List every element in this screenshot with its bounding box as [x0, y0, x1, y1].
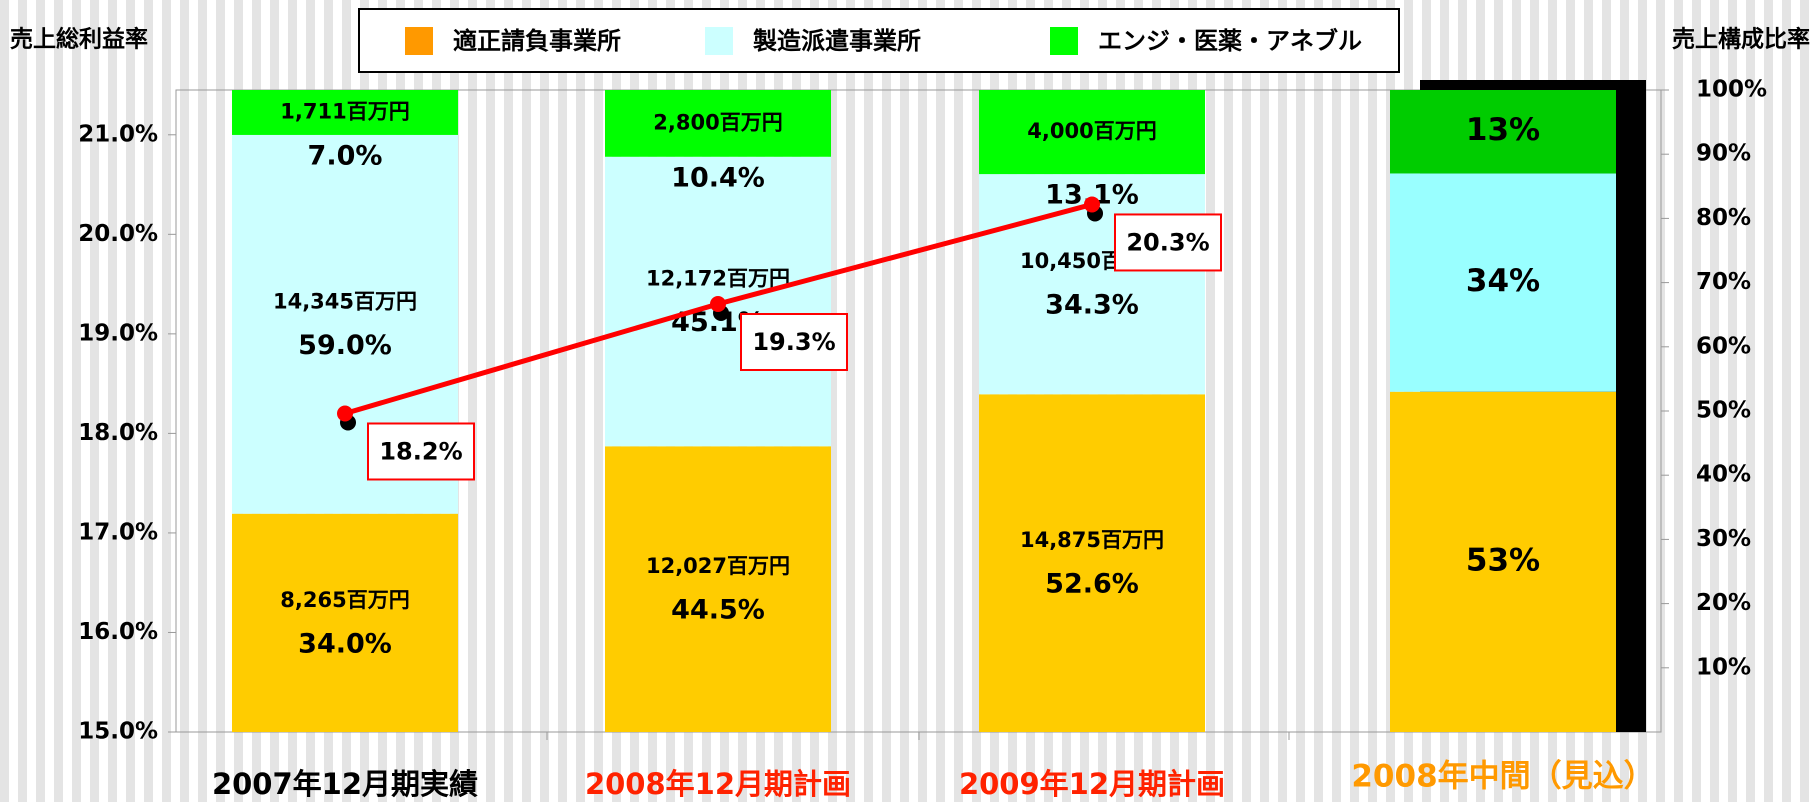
value-label: 44.5% — [671, 595, 765, 626]
bar-segment — [979, 90, 1205, 175]
y2-tick-label: 30% — [1696, 526, 1751, 552]
y2-tick-label: 40% — [1696, 462, 1751, 488]
y2-tick-label: 70% — [1696, 269, 1751, 295]
bar-segment — [1390, 173, 1616, 392]
amount-label: 14,875百万円 — [1020, 528, 1164, 552]
amount-label: 14,345百万円 — [273, 289, 417, 313]
value-label: 52.6% — [1045, 569, 1139, 600]
line-value-label: 20.3% — [1126, 228, 1209, 256]
value-label: 59.0% — [298, 330, 392, 361]
y-tick-label: 20.0% — [78, 221, 158, 247]
y2-tick-label: 20% — [1696, 590, 1751, 616]
bar-segment — [605, 446, 831, 732]
amount-label: 8,265百万円 — [280, 588, 409, 612]
y-tick-label: 21.0% — [78, 121, 158, 147]
marker — [710, 296, 726, 312]
marker — [337, 405, 353, 422]
y-tick-label: 18.0% — [78, 420, 158, 446]
x-tick-label: 2008年12月期計画 — [585, 767, 851, 801]
y2-tick-label: 100% — [1696, 77, 1767, 103]
y2-tick-label: 50% — [1696, 398, 1751, 424]
legend-swatch — [405, 27, 433, 55]
line-value-label: 18.2% — [379, 437, 462, 465]
value-label: 34.3% — [1045, 290, 1139, 321]
bar-segment — [232, 90, 458, 135]
amount-label: 1,711百万円 — [280, 99, 409, 123]
value-label: 34.0% — [298, 628, 392, 659]
amount-label: 4,000百万円 — [1027, 119, 1156, 143]
y-tick-label: 16.0% — [78, 619, 158, 645]
bar-segment — [979, 394, 1205, 732]
bar-segment — [232, 513, 458, 732]
value-label: 7.0% — [308, 140, 383, 171]
legend-swatch — [1050, 27, 1078, 55]
x-tick-label: 2008年中間（見込） — [1351, 759, 1654, 795]
bar-segment — [1390, 391, 1616, 732]
y-tick-label: 19.0% — [78, 320, 158, 346]
y2-tick-label: 80% — [1696, 205, 1751, 231]
y2-tick-label: 60% — [1696, 333, 1751, 359]
y2-axis-title: 売上構成比率 — [1672, 26, 1810, 53]
value-label: 13% — [1466, 112, 1540, 148]
bar-segment — [605, 90, 831, 157]
legend-label: 適正請負事業所 — [453, 27, 621, 55]
bar-segment — [1390, 90, 1616, 174]
x-tick-label: 2009年12月期計画 — [959, 767, 1225, 801]
legend-label: エンジ・医薬・アネブル — [1098, 27, 1362, 55]
y-tick-label: 17.0% — [78, 519, 158, 545]
line-value-label: 19.3% — [752, 328, 835, 356]
y-axis-title: 売上総利益率 — [10, 26, 148, 53]
legend-label: 製造派遣事業所 — [753, 27, 921, 55]
amount-label: 12,027百万円 — [646, 554, 790, 578]
value-box — [367, 422, 475, 481]
value-box — [1114, 213, 1222, 272]
value-label: 53% — [1466, 542, 1540, 578]
value-label: 10.4% — [671, 162, 765, 193]
marker — [1084, 196, 1100, 213]
y-tick-label: 15.0% — [78, 719, 158, 745]
y2-tick-label: 90% — [1696, 141, 1751, 167]
y2-tick-label: 10% — [1696, 654, 1751, 680]
legend-box — [358, 8, 1400, 73]
value-box — [740, 313, 848, 371]
amount-label: 12,172百万円 — [646, 267, 790, 291]
legend-swatch — [705, 27, 733, 55]
x-tick-label: 2007年12月期実績 — [212, 767, 478, 801]
value-label: 34% — [1466, 263, 1540, 299]
amount-label: 2,800百万円 — [653, 110, 782, 134]
